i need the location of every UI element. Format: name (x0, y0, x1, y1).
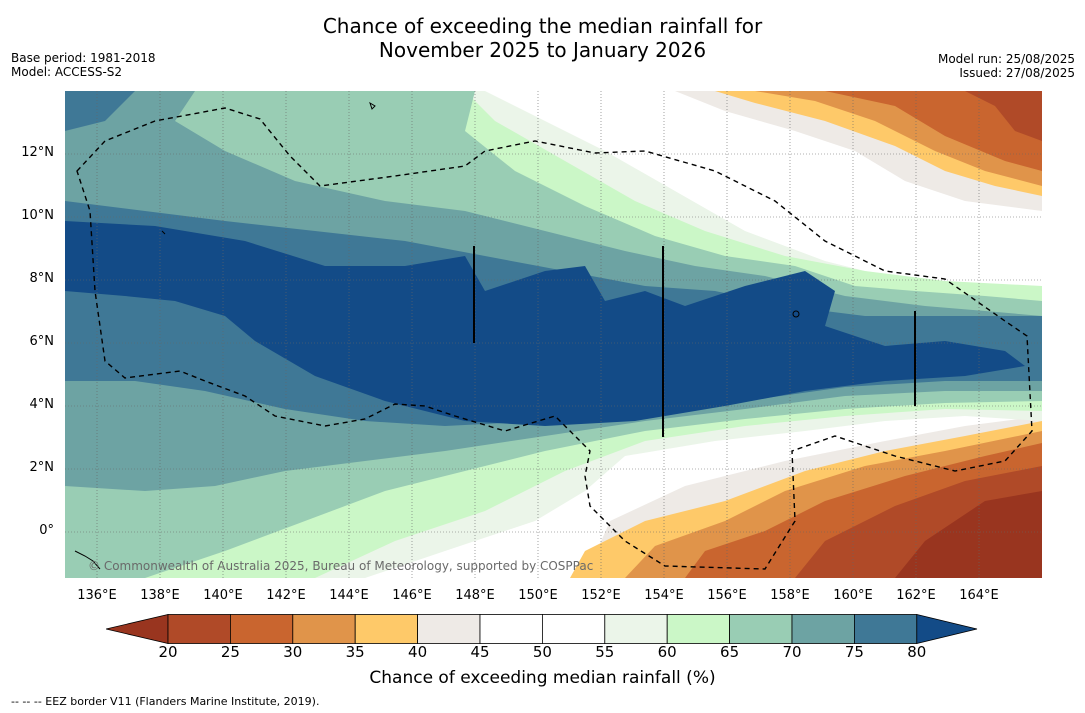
lon-label-148e: 148°E (455, 588, 495, 603)
colorbar-cell (791, 614, 855, 644)
colorbar-title: Chance of exceeding median rainfall (%) (369, 668, 716, 688)
eez-border (76, 107, 1033, 570)
ne-region-25 (825, 91, 1042, 171)
colorbar-cell (604, 614, 668, 644)
colorbar-under-arrow (106, 614, 169, 644)
colorbar-cells (106, 614, 978, 644)
lat-label-4n: 4°N (29, 397, 55, 412)
colorbar-tick-label: 60 (657, 643, 677, 661)
colorbar-tick-label: 35 (345, 643, 365, 661)
colorbar-cell (541, 614, 606, 644)
lon-label-152e: 152°E (581, 588, 621, 603)
lat-label-0: 0° (39, 523, 54, 538)
base-period: Base period: 1981-2018 (11, 51, 156, 65)
wet-region-75-nw (65, 91, 135, 131)
colorbar-cell (854, 614, 918, 644)
lon-label-146e: 146°E (392, 588, 432, 603)
colorbar-cell (292, 614, 356, 644)
lat-label-2n: 2°N (29, 460, 55, 475)
rainfall-map-svg (65, 91, 1042, 578)
colorbar (106, 614, 978, 644)
issued-date: Issued: 27/08/2025 (959, 66, 1075, 80)
title-line-2: November 2025 to January 2026 (378, 38, 707, 62)
colorbar-cell (729, 614, 793, 644)
colorbar-over-arrow (916, 614, 978, 644)
colorbar-tick-label: 55 (595, 643, 615, 661)
lat-label-8n: 8°N (29, 271, 55, 286)
lon-label-142e: 142°E (266, 588, 306, 603)
colorbar-tick-label: 40 (408, 643, 428, 661)
model-info: Base period: 1981-2018 Model: ACCESS-S2 (11, 51, 156, 79)
colorbar-cell (354, 614, 418, 644)
colorbar-tick-label: 25 (220, 643, 240, 661)
map-title: Chance of exceeding the median rainfall … (0, 14, 1085, 62)
run-info: Model run: 25/08/2025 Issued: 27/08/2025 (938, 52, 1075, 80)
coastlines (74, 101, 800, 570)
lon-label-140e: 140°E (203, 588, 243, 603)
lon-label-138e: 138°E (140, 588, 180, 603)
graticule (65, 91, 1042, 578)
colorbar-cell (417, 614, 481, 644)
model-run-date: Model run: 25/08/2025 (937, 52, 1075, 66)
lon-label-150e: 150°E (518, 588, 558, 603)
colorbar-tick-label: 45 (470, 643, 490, 661)
se-region-under (895, 491, 1042, 578)
colorbar-tick-label: 30 (283, 643, 303, 661)
colorbar-tick-label: 20 (158, 643, 178, 661)
lon-label-158e: 158°E (770, 588, 810, 603)
island-markers (473, 246, 916, 437)
lon-label-136e: 136°E (77, 588, 117, 603)
lat-label-6n: 6°N (29, 334, 55, 349)
colorbar-tick-label: 75 (844, 643, 864, 661)
colorbar-tick-label: 50 (532, 643, 552, 661)
eez-footnote: -- -- -- EEZ border V11 (Flanders Marine… (11, 695, 320, 708)
colorbar-cell (230, 614, 294, 644)
lon-label-162e: 162°E (896, 588, 936, 603)
ne-region-20 (965, 91, 1042, 141)
lon-label-156e: 156°E (707, 588, 747, 603)
colorbar-tick-label: 65 (720, 643, 740, 661)
colorbar-cell (167, 614, 231, 644)
colorbar-tick-label: 80 (907, 643, 927, 661)
lon-label-144e: 144°E (329, 588, 369, 603)
colorbar-cell (479, 614, 543, 644)
lat-label-12n: 12°N (21, 145, 54, 160)
model-name: Model: ACCESS-S2 (11, 65, 123, 79)
lon-label-164e: 164°E (959, 588, 999, 603)
colorbar-cell (666, 614, 731, 644)
wet-region-over (65, 221, 1025, 426)
lon-label-154e: 154°E (644, 588, 684, 603)
title-line-1: Chance of exceeding the median rainfall … (322, 14, 763, 38)
colorbar-tick-label: 70 (782, 643, 802, 661)
rainfall-map (65, 91, 1042, 578)
lon-label-160e: 160°E (833, 588, 873, 603)
copyright-credit: © Commonwealth of Australia 2025, Bureau… (88, 559, 594, 573)
lat-label-10n: 10°N (21, 208, 54, 223)
